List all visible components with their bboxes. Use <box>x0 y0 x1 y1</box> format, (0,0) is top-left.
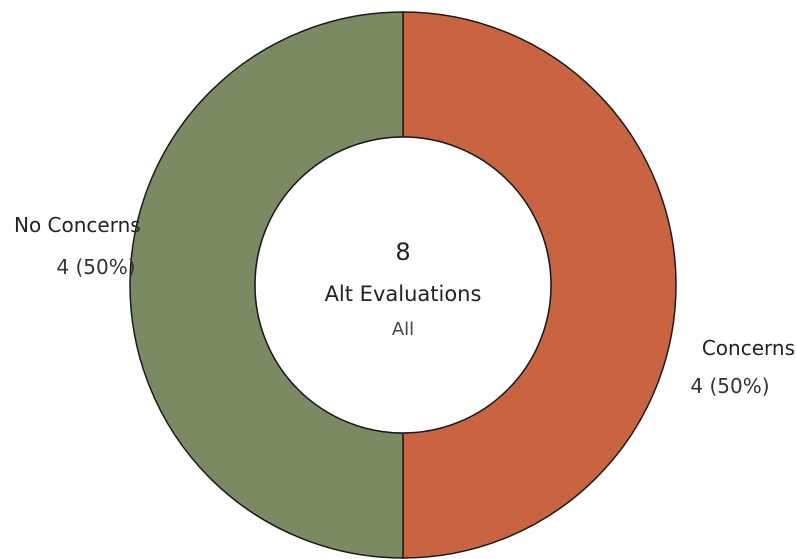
slice-value-concerns: 4 (50%) <box>690 374 769 398</box>
slice-value-no-concerns: 4 (50%) <box>56 255 135 279</box>
donut-center-hole <box>254 136 552 434</box>
center-total-value: 8 <box>395 238 410 266</box>
slice-label-concerns: Concerns <box>702 336 795 360</box>
center-subtitle: All <box>392 319 414 340</box>
center-title: Alt Evaluations <box>325 282 482 306</box>
slice-label-no-concerns: No Concerns <box>14 213 141 237</box>
